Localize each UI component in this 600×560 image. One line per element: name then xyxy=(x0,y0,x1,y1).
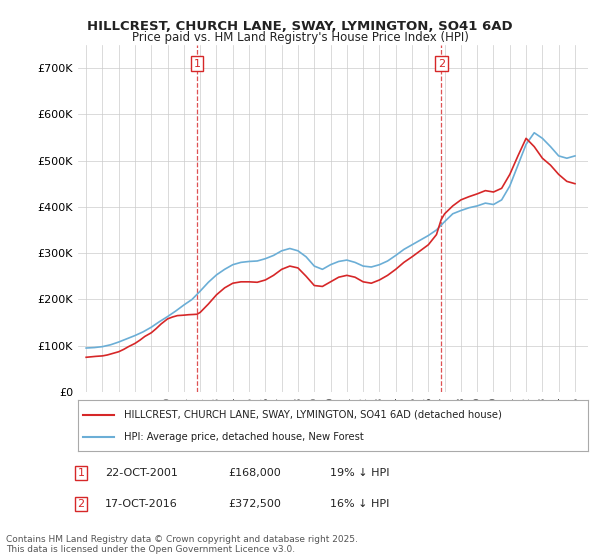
Text: 19% ↓ HPI: 19% ↓ HPI xyxy=(330,468,389,478)
Text: 17-OCT-2016: 17-OCT-2016 xyxy=(105,499,178,509)
Text: HPI: Average price, detached house, New Forest: HPI: Average price, detached house, New … xyxy=(124,432,364,442)
Text: 16% ↓ HPI: 16% ↓ HPI xyxy=(330,499,389,509)
Text: 22-OCT-2001: 22-OCT-2001 xyxy=(105,468,178,478)
Text: £168,000: £168,000 xyxy=(228,468,281,478)
Text: 2: 2 xyxy=(437,59,445,69)
Text: 2: 2 xyxy=(77,499,85,509)
Text: £372,500: £372,500 xyxy=(228,499,281,509)
Text: HILLCREST, CHURCH LANE, SWAY, LYMINGTON, SO41 6AD: HILLCREST, CHURCH LANE, SWAY, LYMINGTON,… xyxy=(87,20,513,32)
Text: HILLCREST, CHURCH LANE, SWAY, LYMINGTON, SO41 6AD (detached house): HILLCREST, CHURCH LANE, SWAY, LYMINGTON,… xyxy=(124,409,502,419)
Text: 1: 1 xyxy=(194,59,200,69)
Text: Contains HM Land Registry data © Crown copyright and database right 2025.
This d: Contains HM Land Registry data © Crown c… xyxy=(6,535,358,554)
Text: Price paid vs. HM Land Registry's House Price Index (HPI): Price paid vs. HM Land Registry's House … xyxy=(131,31,469,44)
Text: 1: 1 xyxy=(77,468,85,478)
